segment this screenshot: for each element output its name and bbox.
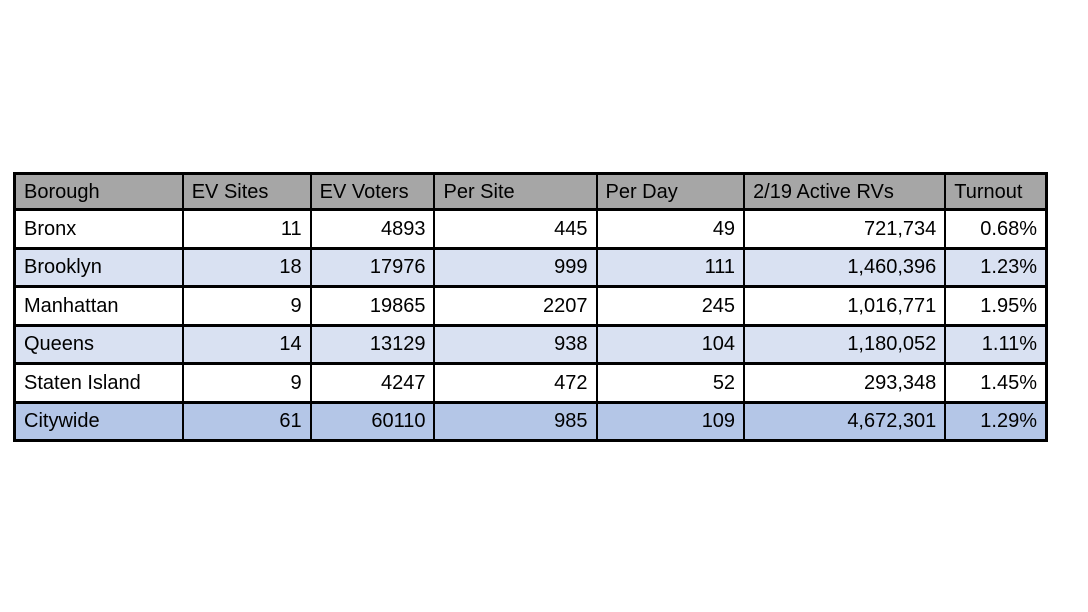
cell-per-site: 2207 — [433, 285, 598, 327]
header-ev-sites: EV Sites — [181, 172, 312, 211]
header-ev-voters: EV Voters — [309, 172, 436, 211]
table-row-citywide-total: Citywide 61 60110 985 109 4,672,301 1.29… — [13, 400, 1048, 442]
cell-turnout: 1.95% — [944, 285, 1048, 327]
cell-per-site: 445 — [433, 208, 598, 250]
cell-ev-sites: 9 — [181, 362, 312, 404]
cell-active-rvs: 721,734 — [743, 208, 947, 250]
cell-ev-voters: 4247 — [309, 362, 436, 404]
cell-per-day: 49 — [595, 208, 746, 250]
cell-per-site: 999 — [433, 246, 598, 288]
header-active-rvs: 2/19 Active RVs — [743, 172, 947, 211]
table-row-brooklyn: Brooklyn 18 17976 999 111 1,460,396 1.23… — [13, 246, 1048, 288]
cell-borough: Citywide — [13, 400, 184, 442]
cell-ev-voters: 4893 — [309, 208, 436, 250]
cell-per-site: 985 — [433, 400, 598, 442]
table-row-staten-island: Staten Island 9 4247 472 52 293,348 1.45… — [13, 362, 1048, 404]
cell-per-day: 104 — [595, 323, 746, 365]
cell-active-rvs: 1,180,052 — [743, 323, 947, 365]
header-row: Borough EV Sites EV Voters Per Site Per … — [13, 172, 1048, 211]
ev-turnout-table: Borough EV Sites EV Voters Per Site Per … — [13, 172, 1048, 442]
cell-ev-sites: 14 — [181, 323, 312, 365]
cell-ev-voters: 13129 — [309, 323, 436, 365]
cell-ev-voters: 60110 — [309, 400, 436, 442]
cell-ev-sites: 61 — [181, 400, 312, 442]
cell-borough: Brooklyn — [13, 246, 184, 288]
cell-ev-voters: 19865 — [309, 285, 436, 327]
cell-per-day: 111 — [595, 246, 746, 288]
header-turnout: Turnout — [944, 172, 1048, 211]
cell-active-rvs: 1,016,771 — [743, 285, 947, 327]
cell-turnout: 1.29% — [944, 400, 1048, 442]
cell-turnout: 0.68% — [944, 208, 1048, 250]
cell-active-rvs: 4,672,301 — [743, 400, 947, 442]
cell-borough: Queens — [13, 323, 184, 365]
cell-borough: Staten Island — [13, 362, 184, 404]
header-per-site: Per Site — [433, 172, 598, 211]
cell-ev-voters: 17976 — [309, 246, 436, 288]
header-borough: Borough — [13, 172, 184, 211]
table-row-queens: Queens 14 13129 938 104 1,180,052 1.11% — [13, 323, 1048, 365]
cell-per-site: 938 — [433, 323, 598, 365]
header-per-day: Per Day — [595, 172, 746, 211]
table-row-manhattan: Manhattan 9 19865 2207 245 1,016,771 1.9… — [13, 285, 1048, 327]
table-row-bronx: Bronx 11 4893 445 49 721,734 0.68% — [13, 208, 1048, 250]
cell-borough: Bronx — [13, 208, 184, 250]
cell-per-day: 52 — [595, 362, 746, 404]
cell-ev-sites: 9 — [181, 285, 312, 327]
cell-ev-sites: 11 — [181, 208, 312, 250]
cell-per-site: 472 — [433, 362, 598, 404]
cell-active-rvs: 293,348 — [743, 362, 947, 404]
cell-turnout: 1.23% — [944, 246, 1048, 288]
cell-per-day: 109 — [595, 400, 746, 442]
cell-per-day: 245 — [595, 285, 746, 327]
cell-turnout: 1.11% — [944, 323, 1048, 365]
cell-turnout: 1.45% — [944, 362, 1048, 404]
cell-borough: Manhattan — [13, 285, 184, 327]
cell-ev-sites: 18 — [181, 246, 312, 288]
cell-active-rvs: 1,460,396 — [743, 246, 947, 288]
